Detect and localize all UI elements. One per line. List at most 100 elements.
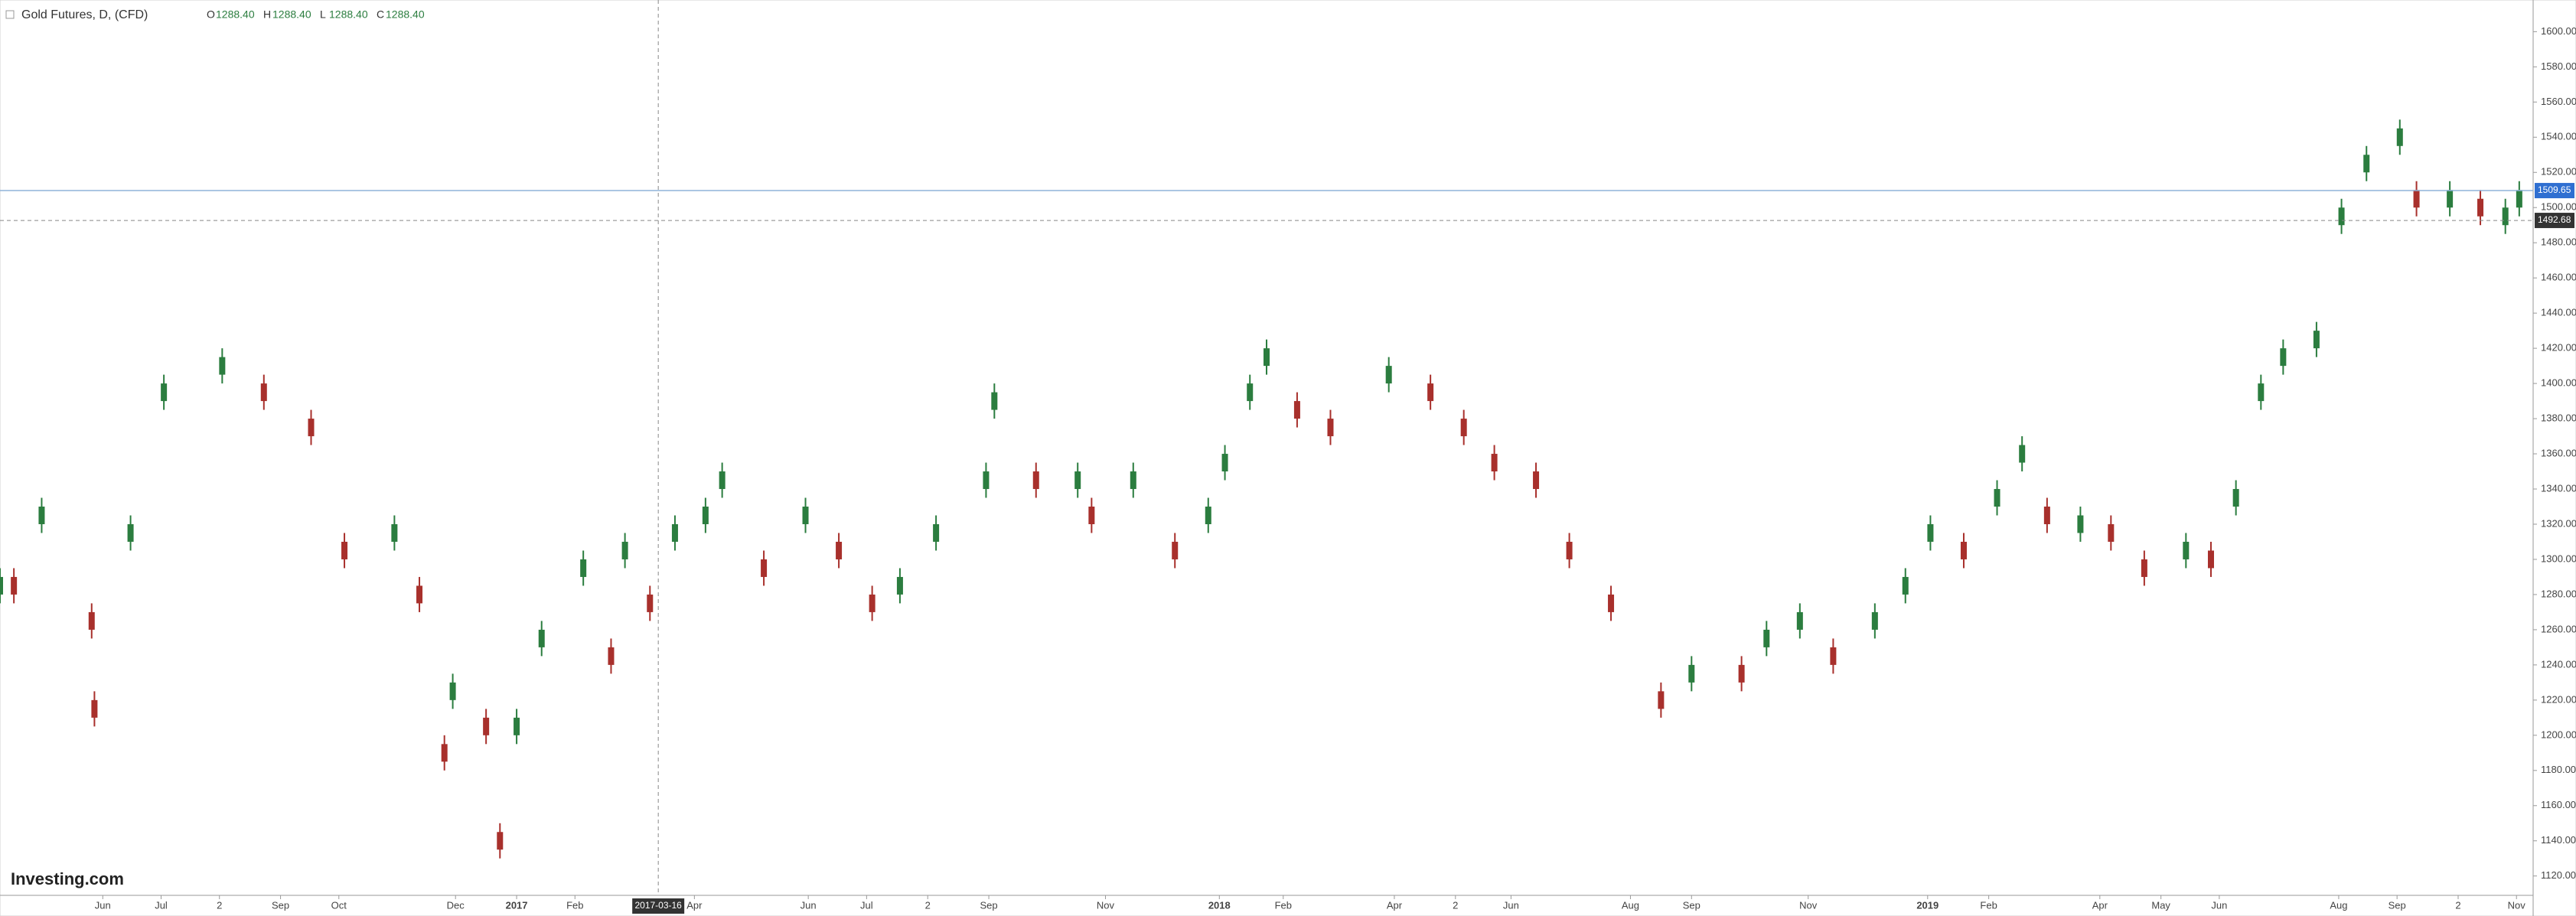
candle-body <box>2108 523 2115 542</box>
y-tick-label: 1160.00 <box>2541 799 2576 810</box>
candle-body <box>497 832 504 850</box>
candle-body <box>514 717 520 735</box>
candle-body <box>1738 664 1745 683</box>
x-tick-label: Jun <box>801 899 817 911</box>
x-tick-label: Sep <box>1683 899 1700 911</box>
x-tick-label: Nov <box>1097 899 1115 911</box>
candle-body <box>1205 507 1211 524</box>
candle-body <box>1221 454 1228 472</box>
candle-body <box>219 357 226 375</box>
y-tick-label: 1440.00 <box>2541 307 2576 318</box>
x-tick-label: 2 <box>925 899 931 911</box>
candle-body <box>2232 489 2239 507</box>
candle-body <box>1460 419 1467 437</box>
candle-body <box>308 419 315 437</box>
legend-key: H <box>263 8 271 21</box>
candle-body <box>1688 664 1695 683</box>
candle-body <box>2313 331 2320 349</box>
candle-body <box>127 523 134 542</box>
candle-body <box>161 383 168 402</box>
logo: Investing.com <box>11 869 124 888</box>
candle-body <box>983 471 990 490</box>
candle-body <box>1427 383 1434 402</box>
x-tick-label: Apr <box>686 899 703 911</box>
candle-body <box>1871 611 1878 630</box>
x-tick-label: 2019 <box>1916 899 1939 911</box>
x-tick-label: Dec <box>447 899 465 911</box>
y-tick-label: 1500.00 <box>2541 201 2576 213</box>
crosshair-date-box <box>632 898 685 914</box>
candle-body <box>2396 128 2403 146</box>
candle-body <box>2363 155 2370 173</box>
legend-key: L <box>320 8 326 21</box>
x-tick-label: 2017 <box>506 899 528 911</box>
crosshair-price-box <box>2535 213 2574 229</box>
x-tick-label: Feb <box>566 899 583 911</box>
y-tick-label: 1560.00 <box>2541 96 2576 107</box>
candle-body <box>671 523 678 542</box>
candle-body <box>11 576 18 595</box>
candle-body <box>1658 691 1665 709</box>
x-tick-label: Nov <box>2508 899 2526 911</box>
y-tick-label: 1280.00 <box>2541 588 2576 599</box>
legend-key: C <box>377 8 384 21</box>
y-tick-label: 1220.00 <box>2541 693 2576 705</box>
x-tick-label: Jun <box>95 899 111 911</box>
x-tick-label: Oct <box>331 899 347 911</box>
candle-body <box>647 594 654 612</box>
x-tick-label: Apr <box>2092 899 2108 911</box>
candle-body <box>869 594 876 612</box>
crosshair-date-label: 2017-03-16 <box>634 900 682 911</box>
legend-value: 1288.40 <box>216 8 255 21</box>
y-tick-label: 1520.00 <box>2541 166 2576 178</box>
candle-body <box>88 611 95 630</box>
candle-body <box>1130 471 1136 490</box>
y-tick-label: 1400.00 <box>2541 377 2576 389</box>
candle-body <box>1960 541 1967 559</box>
candle-body <box>441 744 448 762</box>
candle-body <box>1566 541 1573 559</box>
y-tick-label: 1240.00 <box>2541 658 2576 670</box>
candle-body <box>1608 594 1615 612</box>
candle-body <box>896 576 903 595</box>
candle-body <box>1902 576 1909 595</box>
candle-body <box>580 559 587 577</box>
x-tick-label: Feb <box>1980 899 1997 911</box>
candle-body <box>761 559 768 577</box>
y-tick-label: 1380.00 <box>2541 412 2576 424</box>
candle-body <box>1247 383 1254 402</box>
candle-body <box>483 717 490 735</box>
candle-body <box>1927 523 1934 542</box>
x-tick-label: Jun <box>1503 899 1519 911</box>
candle-body <box>449 682 456 700</box>
y-tick-label: 1320.00 <box>2541 517 2576 529</box>
candle-body <box>260 383 267 402</box>
candle-body <box>2502 207 2509 226</box>
y-tick-label: 1180.00 <box>2541 764 2576 775</box>
candle-body <box>1796 611 1803 630</box>
x-tick-label: Jul <box>860 899 873 911</box>
legend-value: 1288.40 <box>272 8 311 21</box>
y-tick-label: 1300.00 <box>2541 553 2576 564</box>
y-tick-label: 1480.00 <box>2541 236 2576 248</box>
candle-body <box>621 541 628 559</box>
collapse-icon[interactable] <box>5 10 15 19</box>
candle-body <box>2338 207 2345 226</box>
candle-body <box>1491 454 1498 472</box>
candle-body <box>2447 190 2454 208</box>
x-tick-label: 2 <box>1453 899 1458 911</box>
candle-body <box>608 647 615 665</box>
chart-title: Gold Futures, D, (CFD) <box>21 8 148 21</box>
y-tick-label: 1260.00 <box>2541 623 2576 634</box>
x-tick-label: Apr <box>1387 899 1403 911</box>
candle-body <box>2141 559 2147 577</box>
last-price-box <box>2535 183 2574 199</box>
legend-key: O <box>207 8 215 21</box>
x-tick-label: Aug <box>2330 899 2347 911</box>
candle-body <box>1172 541 1179 559</box>
x-tick-label: Sep <box>2389 899 2406 911</box>
y-tick-label: 1580.00 <box>2541 60 2576 72</box>
y-tick-label: 1140.00 <box>2541 834 2576 846</box>
